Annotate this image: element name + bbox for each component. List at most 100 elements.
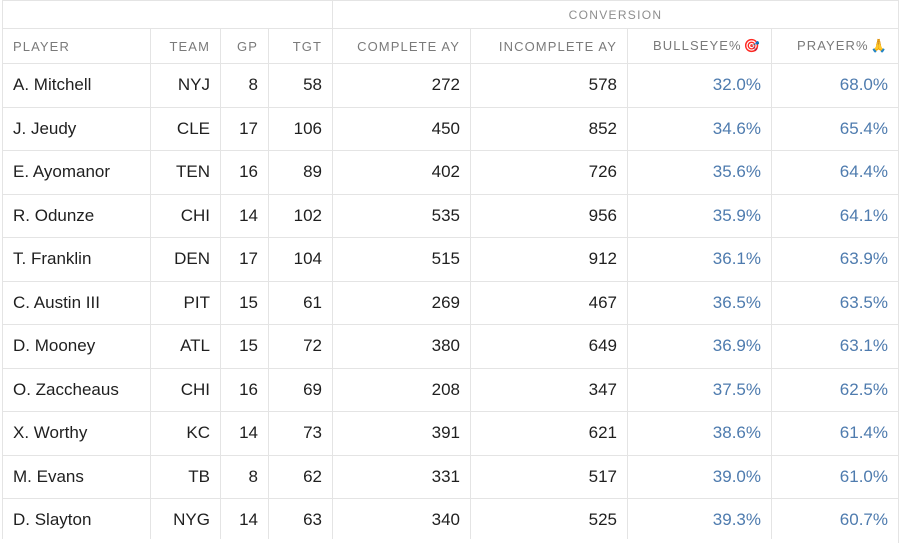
table-row[interactable]: J. Jeudy CLE 17 106 450 852 34.6% 65.4%: [2, 106, 899, 151]
bullseye-pct-cell: 38.6%: [627, 411, 772, 456]
incomplete-ay-cell: 347: [470, 367, 628, 412]
team-cell: NYJ: [150, 63, 221, 108]
prayer-pct-cell: 60.7%: [771, 498, 899, 543]
gp-column-header[interactable]: GP: [220, 28, 269, 64]
table-row[interactable]: E. Ayomanor TEN 16 89 402 726 35.6% 64.4%: [2, 150, 899, 195]
complete-ay-cell: 535: [332, 193, 471, 238]
team-cell: CHI: [150, 193, 221, 238]
bullseye-pct-cell: 37.5%: [627, 367, 772, 412]
prayer-pct-cell: 64.1%: [771, 193, 899, 238]
team-cell: KC: [150, 411, 221, 456]
player-cell: J. Jeudy: [2, 106, 151, 151]
table-body: A. Mitchell NYJ 8 58 272 578 32.0% 68.0% J. Jeud…: [2, 63, 899, 543]
tgt-cell: 63: [268, 498, 333, 543]
header-group-row: CONVERSION: [2, 0, 899, 29]
incomplete-ay-cell: 852: [470, 106, 628, 151]
table-row[interactable]: C. Austin III PIT 15 61 269 467 36.5% 63.5%: [2, 280, 899, 325]
team-cell: ATL: [150, 324, 221, 369]
prayer-header-label: PRAYER%: [796, 38, 869, 53]
complete-ay-cell: 340: [332, 498, 471, 543]
complete-ay-cell: 391: [332, 411, 471, 456]
gp-cell: 14: [220, 498, 269, 543]
table-row[interactable]: R. Odunze CHI 14 102 535 956 35.9% 64.1%: [2, 193, 899, 238]
prayer-pct-cell: 68.0%: [771, 63, 899, 108]
bullseye-header-label: BULLSEYE%: [653, 38, 742, 53]
gp-cell: 15: [220, 280, 269, 325]
team-cell: NYG: [150, 498, 221, 543]
complete-ay-column-header[interactable]: COMPLETE AY: [332, 28, 471, 64]
bullseye-pct-cell: 35.6%: [627, 150, 772, 195]
complete-ay-cell: 515: [332, 237, 471, 282]
player-cell: M. Evans: [2, 454, 151, 499]
player-cell: D. Mooney: [2, 324, 151, 369]
complete-ay-cell: 450: [332, 106, 471, 151]
player-cell: A. Mitchell: [2, 63, 151, 108]
gp-cell: 14: [220, 193, 269, 238]
gp-cell: 16: [220, 150, 269, 195]
incomplete-ay-cell: 912: [470, 237, 628, 282]
team-cell: PIT: [150, 280, 221, 325]
player-cell: C. Austin III: [2, 280, 151, 325]
tgt-cell: 73: [268, 411, 333, 456]
table-row[interactable]: D. Mooney ATL 15 72 380 649 36.9% 63.1%: [2, 324, 899, 369]
incomplete-ay-column-header[interactable]: INCOMPLETE AY: [470, 28, 628, 64]
bullseye-pct-cell: 39.0%: [627, 454, 772, 499]
gp-cell: 8: [220, 63, 269, 108]
incomplete-ay-cell: 525: [470, 498, 628, 543]
player-cell: E. Ayomanor: [2, 150, 151, 195]
incomplete-ay-cell: 467: [470, 280, 628, 325]
table-row[interactable]: X. Worthy KC 14 73 391 621 38.6% 61.4%: [2, 411, 899, 456]
prayer-pct-cell: 63.1%: [771, 324, 899, 369]
complete-ay-cell: 331: [332, 454, 471, 499]
prayer-hands-icon: 🙏: [870, 38, 888, 53]
incomplete-ay-cell: 956: [470, 193, 628, 238]
prayer-column-header[interactable]: PRAYER% 🙏: [771, 28, 899, 64]
complete-ay-cell: 402: [332, 150, 471, 195]
table-row[interactable]: M. Evans TB 8 62 331 517 39.0% 61.0%: [2, 454, 899, 499]
tgt-cell: 58: [268, 63, 333, 108]
table-bottom-edge: [2, 539, 898, 545]
table-row[interactable]: O. Zaccheaus CHI 16 69 208 347 37.5% 62.5%: [2, 367, 899, 412]
gp-cell: 17: [220, 106, 269, 151]
team-cell: TEN: [150, 150, 221, 195]
tgt-cell: 72: [268, 324, 333, 369]
prayer-pct-cell: 61.0%: [771, 454, 899, 499]
gp-cell: 17: [220, 237, 269, 282]
gp-cell: 8: [220, 454, 269, 499]
conversion-group-header: CONVERSION: [332, 0, 899, 29]
tgt-cell: 106: [268, 106, 333, 151]
incomplete-ay-cell: 578: [470, 63, 628, 108]
table-row[interactable]: T. Franklin DEN 17 104 515 912 36.1% 63.9%: [2, 237, 899, 282]
team-column-header[interactable]: TEAM: [150, 28, 221, 64]
incomplete-ay-cell: 649: [470, 324, 628, 369]
incomplete-ay-cell: 517: [470, 454, 628, 499]
tgt-column-header[interactable]: TGT: [268, 28, 333, 64]
tgt-cell: 69: [268, 367, 333, 412]
team-cell: DEN: [150, 237, 221, 282]
gp-cell: 14: [220, 411, 269, 456]
complete-ay-cell: 380: [332, 324, 471, 369]
table-row[interactable]: A. Mitchell NYJ 8 58 272 578 32.0% 68.0%: [2, 63, 899, 108]
complete-ay-cell: 208: [332, 367, 471, 412]
bullseye-pct-cell: 32.0%: [627, 63, 772, 108]
team-cell: CHI: [150, 367, 221, 412]
complete-ay-cell: 272: [332, 63, 471, 108]
player-column-header[interactable]: PLAYER: [2, 28, 151, 64]
bullseye-pct-cell: 35.9%: [627, 193, 772, 238]
bullseye-column-header[interactable]: BULLSEYE% 🎯: [627, 28, 772, 64]
player-cell: R. Odunze: [2, 193, 151, 238]
tgt-cell: 61: [268, 280, 333, 325]
bullseye-pct-cell: 34.6%: [627, 106, 772, 151]
bullseye-pct-cell: 36.9%: [627, 324, 772, 369]
bullseye-icon: 🎯: [743, 38, 761, 53]
tgt-cell: 89: [268, 150, 333, 195]
team-cell: TB: [150, 454, 221, 499]
player-cell: O. Zaccheaus: [2, 367, 151, 412]
prayer-pct-cell: 63.9%: [771, 237, 899, 282]
prayer-pct-cell: 61.4%: [771, 411, 899, 456]
prayer-pct-cell: 64.4%: [771, 150, 899, 195]
incomplete-ay-cell: 726: [470, 150, 628, 195]
incomplete-ay-cell: 621: [470, 411, 628, 456]
table-row[interactable]: D. Slayton NYG 14 63 340 525 39.3% 60.7%: [2, 498, 899, 543]
